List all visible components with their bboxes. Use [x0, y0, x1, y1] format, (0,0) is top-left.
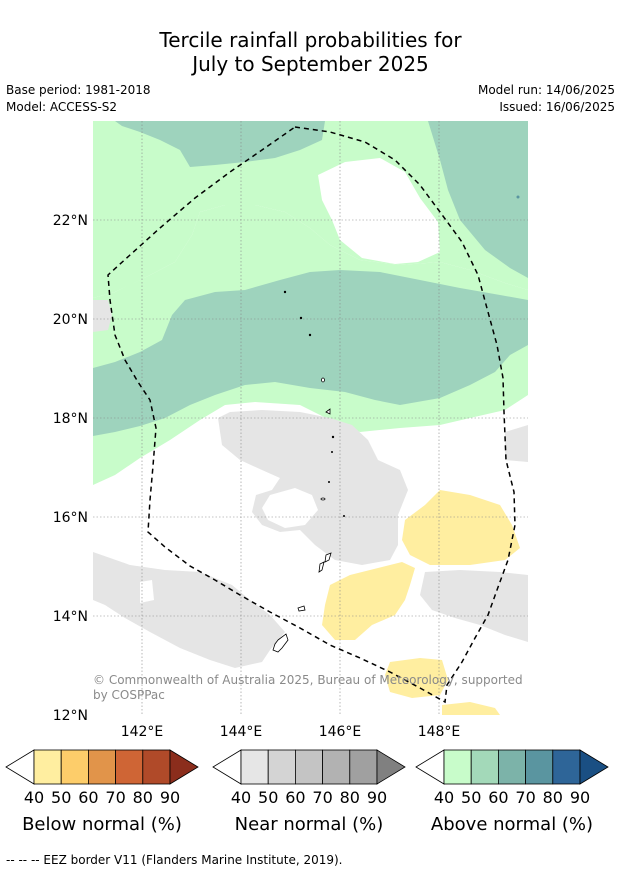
lon-label-146e: 146°E	[319, 724, 362, 740]
lon-label-142e: 142°E	[121, 724, 164, 740]
near-normal-region-west-small	[93, 300, 112, 332]
map-title-line-2: July to September 2025	[192, 52, 429, 76]
colorbar-tick-label: 80	[340, 788, 360, 807]
copyright-line-1: © Commonwealth of Australia 2025, Bureau…	[93, 673, 523, 687]
colorbar-tick-label: 90	[160, 788, 180, 807]
lat-label-18n: 18°N	[53, 411, 88, 427]
small-island-east	[516, 195, 520, 199]
above-normal-50-north-west	[115, 121, 325, 167]
colorbar-title: Below normal (%)	[22, 814, 182, 835]
lon-label-144e: 144°E	[220, 724, 263, 740]
colorbar-title: Above normal (%)	[431, 814, 593, 835]
colorbar-segment	[552, 749, 581, 785]
model-run: Model run: 14/06/2025	[477, 83, 615, 97]
colorbar-below-normal: 40 50 60 70 80 90 Below normal (%)	[5, 749, 199, 835]
latitude-labels: 22°N 20°N 18°N 16°N 14°N 12°N	[53, 213, 88, 724]
eez-border	[107, 126, 516, 704]
below-normal-region-se	[385, 658, 448, 698]
gridlines	[93, 121, 528, 715]
white-gap-north	[318, 158, 440, 264]
colorbar-arrow-low	[5, 749, 35, 785]
colorbar-segment	[142, 749, 171, 785]
colorbar-arrow-high	[376, 749, 406, 785]
issued-date: Issued: 16/06/2025	[499, 100, 615, 114]
colorbar-tick-label: 70	[312, 788, 332, 807]
colorbar-arrow-low	[212, 749, 242, 785]
model-name: Model: ACCESS-S2	[6, 100, 118, 114]
colorbar-segment	[443, 749, 472, 785]
below-normal-region-se-bottom	[442, 702, 500, 715]
colorbar-segment	[349, 749, 378, 785]
colorbar-title: Near normal (%)	[235, 814, 384, 835]
colorbar-tick-label: 80	[133, 788, 153, 807]
near-normal-region-east	[420, 570, 528, 642]
colorbar-segment	[294, 749, 323, 785]
lat-label-14n: 14°N	[53, 609, 88, 625]
colorbar-tick-label: 90	[367, 788, 387, 807]
colorbar-tick-label: 80	[543, 788, 563, 807]
colorbar-segment	[322, 749, 351, 785]
colorbar-arrow-high	[579, 749, 609, 785]
lat-label-16n: 16°N	[53, 510, 88, 526]
lat-label-12n: 12°N	[53, 708, 88, 724]
above-normal-50-north-east	[428, 121, 528, 278]
near-normal-region-east-small	[505, 425, 528, 462]
colorbar-near-normal: 40 50 60 70 80 90 Near normal (%)	[212, 749, 406, 835]
colorbar-tick-label: 50	[258, 788, 278, 807]
lat-label-20n: 20°N	[53, 312, 88, 328]
colorbar-segment	[88, 749, 117, 785]
longitude-labels: 142°E 144°E 146°E 148°E	[121, 724, 461, 740]
colorbar-tick-label: 90	[570, 788, 590, 807]
colorbar-tick-label: 50	[51, 788, 71, 807]
below-normal-region-south	[322, 562, 415, 640]
colorbar-segment	[470, 749, 499, 785]
colorbar-segment	[33, 749, 62, 785]
colorbar-tick-label: 50	[461, 788, 481, 807]
colorbar-segment	[267, 749, 296, 785]
colorbar-tick-label: 70	[105, 788, 125, 807]
eez-footnote: -- -- -- EEZ border V11 (Flanders Marine…	[6, 853, 343, 867]
colorbar-tick-label: 60	[78, 788, 98, 807]
copyright-line-2: by COSPPac	[93, 688, 165, 702]
near-normal-region-central	[218, 410, 408, 565]
lon-label-148e: 148°E	[418, 724, 461, 740]
colorbar-tick-label: 40	[24, 788, 44, 807]
colorbar-segment	[497, 749, 526, 785]
colorbar-segment	[525, 749, 554, 785]
map-title-line-1: Tercile rainfall probabilities for	[159, 28, 462, 52]
near-normal-region-sw	[93, 552, 285, 668]
colorbar-segment	[240, 749, 269, 785]
colorbar-arrow-high	[169, 749, 199, 785]
lat-label-22n: 22°N	[53, 213, 88, 229]
colorbar-segment	[115, 749, 144, 785]
colorbar-tick-label: 60	[488, 788, 508, 807]
colorbar-arrow-low	[415, 749, 445, 785]
colorbar-tick-label: 60	[285, 788, 305, 807]
near-normal-region-sw-hole	[140, 580, 154, 603]
colorbar-tick-label: 40	[434, 788, 454, 807]
colorbar-tick-label: 40	[231, 788, 251, 807]
near-normal-region-hole	[262, 488, 318, 528]
below-normal-region-east	[402, 490, 520, 565]
colorbar-above-normal: 40 50 60 70 80 90 Above normal (%)	[415, 749, 609, 835]
mariana-islands	[272, 290, 345, 653]
above-normal-50-band	[93, 270, 528, 436]
base-period: Base period: 1981-2018	[6, 83, 151, 97]
map-plot-area: © Commonwealth of Australia 2025, Bureau…	[93, 121, 528, 715]
colorbar-segment	[60, 749, 89, 785]
colorbar-tick-label: 70	[515, 788, 535, 807]
